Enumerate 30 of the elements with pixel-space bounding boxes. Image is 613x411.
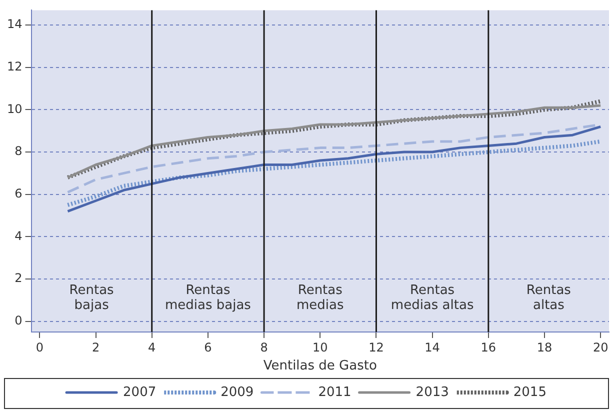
- x-tick-label: 6: [204, 340, 212, 354]
- legend-label: 2011: [318, 384, 352, 400]
- y-tick-label: 10: [6, 102, 22, 116]
- legend-label: 2009: [220, 384, 254, 400]
- y-tick-label: 14: [6, 17, 22, 32]
- legend-label: 2015: [513, 384, 546, 400]
- y-tick-label: 0: [14, 314, 22, 328]
- x-tick-label: 2: [92, 340, 100, 354]
- x-tick-label: 18: [536, 340, 552, 354]
- legend-label: 2013: [416, 384, 449, 400]
- annotation: Rentas bajas: [69, 282, 114, 313]
- x-tick-label: 0: [36, 340, 44, 354]
- y-tick-label: 2: [14, 271, 22, 286]
- annotation: Rentas medias: [296, 282, 344, 313]
- y-tick-label: 8: [14, 144, 22, 158]
- annotation: Rentas altas: [526, 282, 572, 313]
- x-tick-label: 8: [260, 340, 268, 354]
- y-tick-label: 4: [14, 228, 22, 243]
- annotation: Rentas medias bajas: [164, 282, 252, 313]
- annotation: Rentas medias altas: [390, 282, 474, 313]
- y-tick-label: 6: [14, 186, 22, 201]
- y-tick-label: 12: [6, 59, 22, 74]
- x-tick-label: 12: [368, 340, 384, 354]
- legend-label: 2007: [123, 384, 156, 400]
- x-tick-label: 20: [592, 340, 608, 354]
- x-axis-title: Ventilas de Gasto: [263, 358, 377, 374]
- x-tick-label: 10: [312, 340, 328, 354]
- x-tick-label: 4: [148, 340, 156, 354]
- x-tick-label: 16: [480, 340, 496, 354]
- x-tick-label: 14: [424, 340, 440, 354]
